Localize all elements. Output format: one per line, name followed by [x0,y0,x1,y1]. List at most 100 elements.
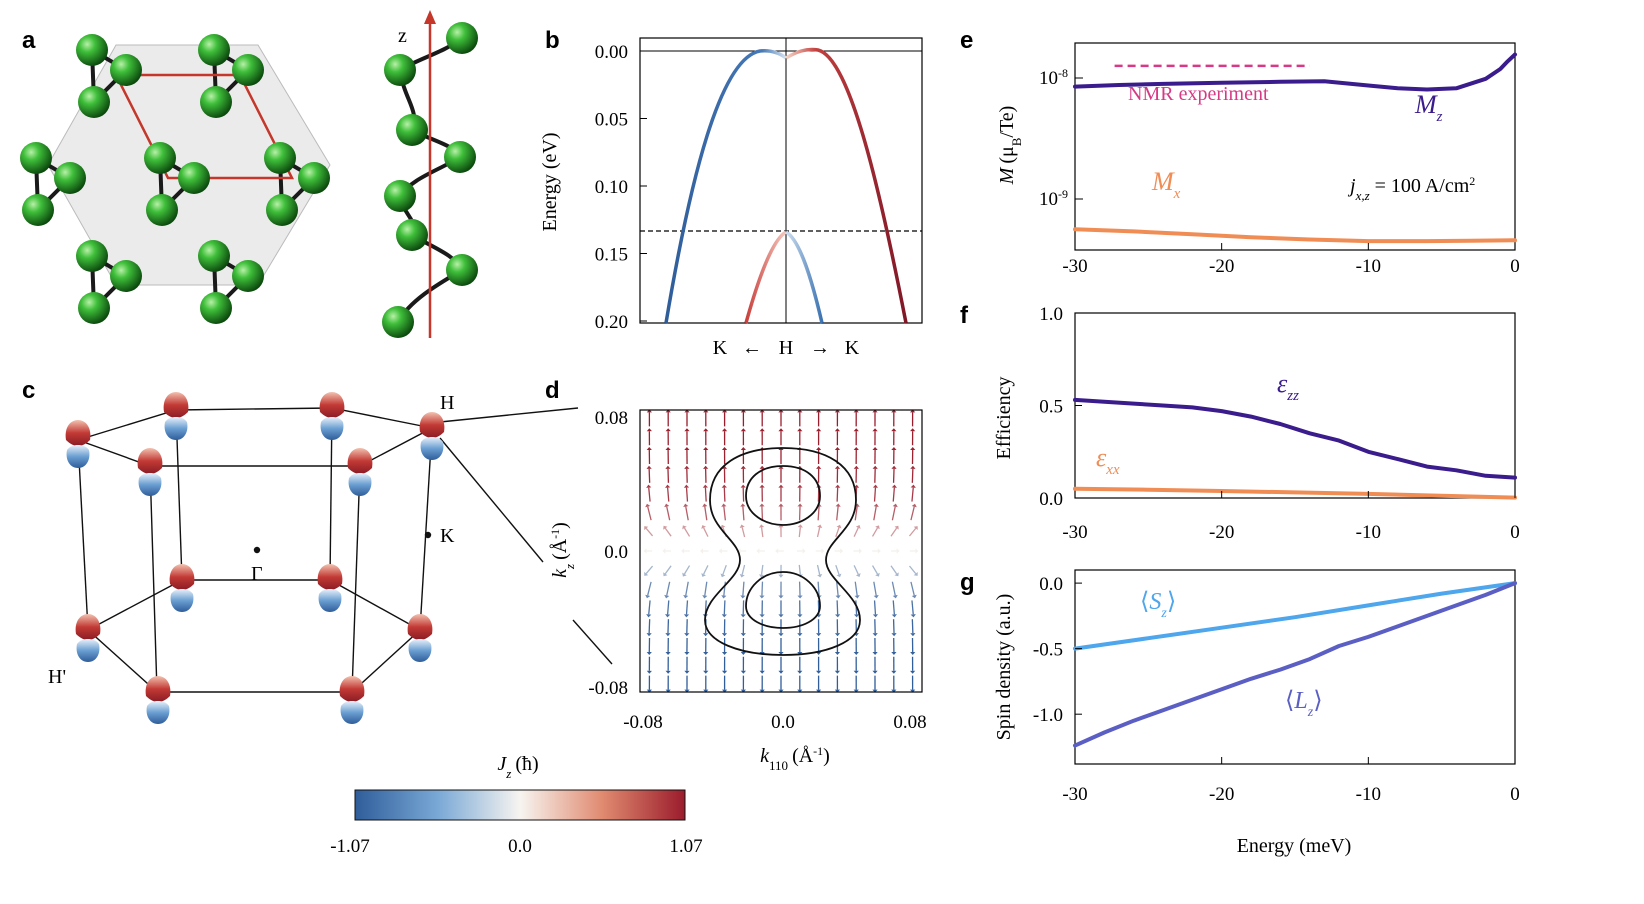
spin-arrow [836,487,839,502]
spin-arrow [890,527,898,537]
spin-arrow [798,527,801,538]
g-xtick: -30 [1062,784,1087,805]
spin-arrowhead [859,548,862,554]
spin-arrow [723,506,727,521]
spin-arrow [908,527,917,537]
spin-arrowhead [835,503,841,507]
e-series-z-line [1073,52,1517,92]
magnetization-axis-label: M(μB/Te) [996,106,1024,186]
spin-arrowhead [720,573,726,578]
spin-arrowhead [853,428,859,432]
spin-arrowhead [684,689,690,693]
spin-arrow [704,506,708,521]
spin-arrow [647,581,652,596]
spin-arrowhead [891,409,897,413]
colorbar-tick: 0.0 [508,836,532,857]
spin-arrowhead [817,524,823,528]
spin-arrowhead [778,428,784,432]
spin-arrowhead [759,484,765,488]
spin-arrowhead [740,409,746,413]
d-ytick: -0.08 [588,678,628,699]
spin-arrowhead [665,484,671,488]
spin-density-chart: -30 -20 -10 0 0.0 -0.5 -1.0 Spin density (a.u… [993,569,1520,857]
te-atom [146,194,178,226]
band-structure-plot: 0.00 0.05 0.10 0.15 0.20 Energy (eV) K ← H →… [539,37,923,359]
spin-arrowhead [646,465,652,469]
spin-arrowhead [758,524,765,528]
zoom-line-mid [439,437,544,563]
spin-arrowhead [759,689,765,693]
spin-arrow [664,527,672,537]
spin-arrow [704,487,707,502]
spin-arrowhead [740,447,746,451]
spin-arrowhead [836,573,842,578]
spin-arrow [723,600,726,615]
spin-arrowhead [684,465,690,469]
spin-arrowhead [682,572,687,577]
spin-arrow [664,565,672,575]
spin-arrowhead [816,633,822,637]
zoom-line-top [439,407,579,423]
spin-arrowhead [834,409,841,413]
spin-arrowhead [740,670,746,674]
zoom-line-bottom [572,619,613,665]
fermi-contour-inner-top [745,465,821,526]
spin-arrow [723,487,726,502]
spin-arrowhead [875,525,880,530]
spin-arrowhead [894,525,899,530]
d-ytick: 0.08 [595,408,628,429]
te-atom [232,54,264,86]
g-xtick: 0 [1510,784,1520,805]
spin-arrow [871,527,879,537]
te-atom [384,54,416,86]
spin-arrowhead [797,633,803,637]
spin-arrowhead [891,447,897,451]
te-atom [76,34,108,66]
e-ytick: 10-9 [1039,187,1068,210]
te-atom [264,142,296,174]
spin-arrow [683,527,691,537]
spin-arrowhead [911,503,917,508]
b-ytick: 0.15 [595,245,628,266]
spin-arrow [911,619,914,634]
spin-arrowhead [821,548,825,554]
point-label-k: K [440,525,455,547]
spin-arrowhead [872,689,878,693]
spin-arrowhead [834,670,841,674]
point-label-h-prime: H' [48,666,66,688]
spin-arrowhead [872,428,878,432]
spin-arrow [816,527,821,538]
spin-arrow [871,565,879,575]
spin-arrow [836,600,839,615]
current-density-annotation: jx,z = 100 A/cm2 [1347,174,1475,203]
spin-arrowhead [872,484,879,488]
spin-arrowhead [703,409,709,413]
spin-arrowhead [740,503,746,507]
spin-arrow [836,506,839,521]
e-xtick: -20 [1209,256,1234,277]
spin-arrowhead [891,670,897,674]
spin-arrow [817,581,820,596]
te-atom [20,142,52,174]
exx-series-label: εxx [1096,443,1120,478]
spin-arrowhead [759,503,765,507]
spin-arrowhead [891,614,897,618]
te-atom [200,292,232,324]
spin-arrowhead [646,651,652,655]
spin-arrowhead [891,651,897,655]
te-atom [198,34,230,66]
spin-arrow [742,581,745,596]
spin-arrowhead [683,484,690,488]
spin-arrowhead [646,447,652,451]
band-upper-right [785,47,908,324]
colorbar-tick: 1.07 [669,836,702,857]
spin-arrowhead [797,428,803,432]
spin-arrowhead [663,572,668,577]
spin-arrowhead [721,428,728,432]
spin-arrowhead [853,651,859,655]
spin-arrowhead [756,548,760,554]
spin-arrowhead [778,465,784,469]
spin-arrowhead [665,465,671,469]
colorbar-label: Jz (ħ) [497,753,538,781]
